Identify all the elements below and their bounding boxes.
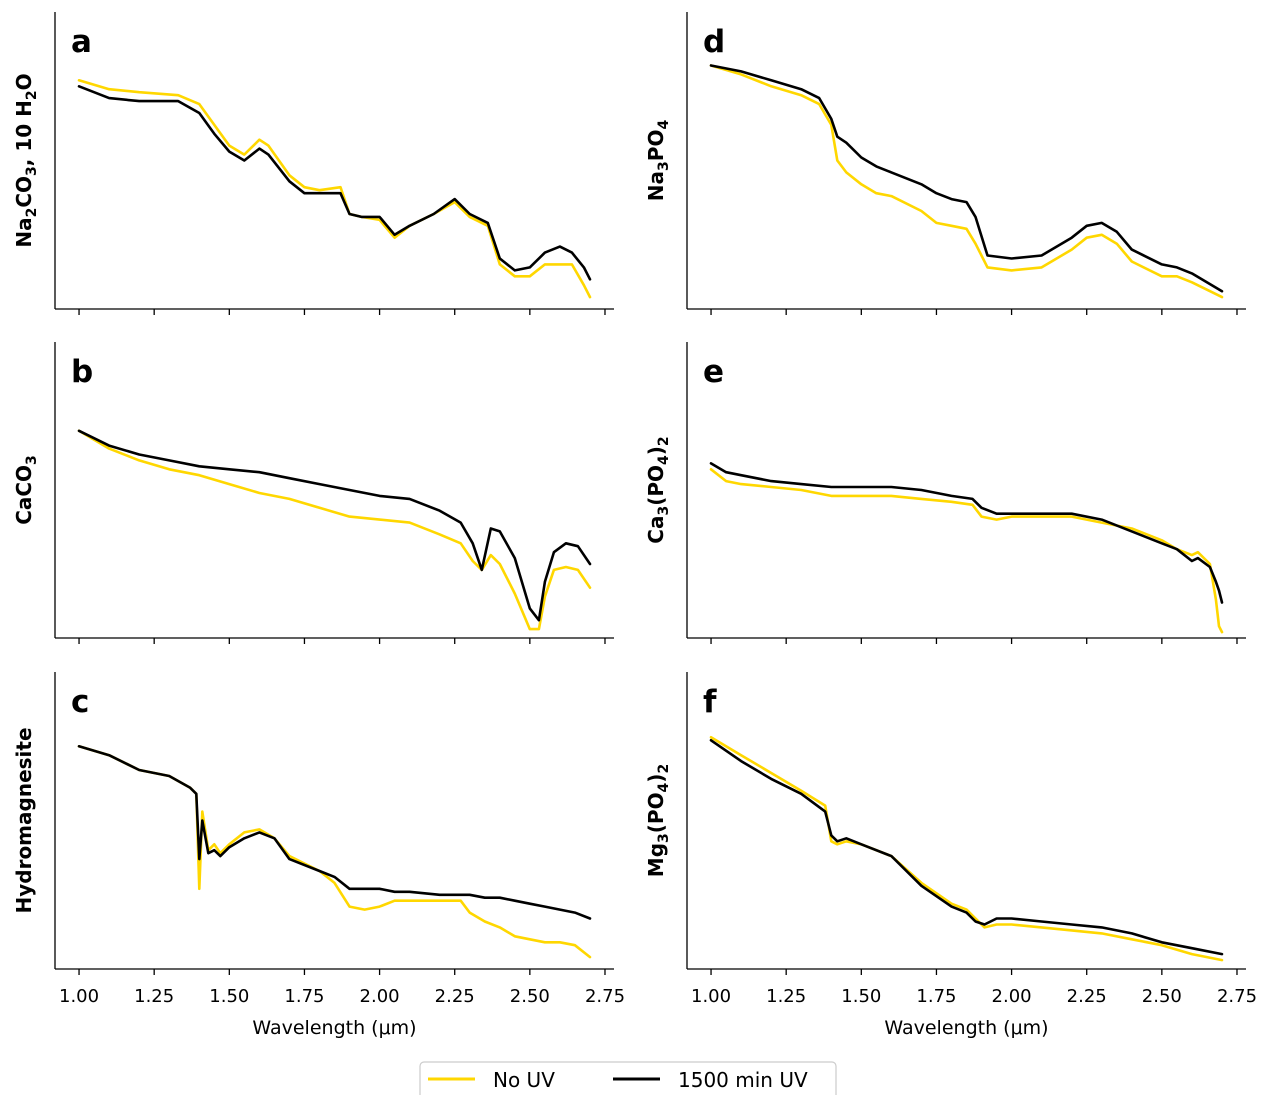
panel-letter-e: e: [703, 354, 724, 390]
series-line-no-uv-a: [77, 79, 592, 299]
x-tick-label-c: 1.25: [134, 986, 174, 1007]
series-line-no-uv-c: [77, 745, 592, 959]
y-axis-label-d: Na3PO4: [644, 120, 672, 202]
panel-b: b CaCO3: [12, 342, 614, 644]
legend-label-uv: 1500 min UV: [678, 1068, 808, 1092]
legend: No UV 1500 min UV: [419, 1061, 837, 1095]
x-tick-label-c: 2.50: [510, 986, 550, 1007]
series-line-uv-d: [709, 64, 1224, 293]
y-axis-label-b: CaCO3: [12, 455, 40, 525]
x-tick-label-f: 2.50: [1142, 986, 1182, 1007]
panels: a Na2CO3, 10 H2O b CaCO3 1.00 1.25 1.50 1.75 2.0…: [12, 12, 1257, 1039]
x-tick-label-c: 2.00: [360, 986, 400, 1007]
x-tick-label-f: 2.75: [1217, 986, 1257, 1007]
x-tick-label-f: 1.75: [916, 986, 956, 1007]
series-line-uv-a: [77, 85, 592, 281]
series-line-uv-e: [709, 462, 1224, 604]
x-tick-label-f: 1.00: [691, 986, 731, 1007]
x-tick-label-c: 1.50: [209, 986, 249, 1007]
panel-a: a Na2CO3, 10 H2O: [12, 12, 614, 315]
series-line-no-uv-e: [709, 468, 1224, 634]
panel-letter-c: c: [71, 684, 89, 720]
x-tick-label-c: 2.75: [585, 986, 625, 1007]
x-tick-label-f: 1.50: [841, 986, 881, 1007]
panel-letter-f: f: [703, 684, 717, 720]
series-line-uv-f: [709, 739, 1224, 956]
panel-letter-d: d: [703, 24, 725, 60]
series-line-no-uv-d: [709, 64, 1224, 299]
x-tick-label-f: 1.25: [766, 986, 806, 1007]
panel-letter-b: b: [71, 354, 93, 390]
y-axis-label-a: Na2CO3, 10 H2O: [12, 73, 40, 247]
panel-e: e Ca3(PO4)2: [644, 342, 1246, 644]
y-axis-label-e: Ca3(PO4)2: [644, 436, 672, 543]
legend-label-no-uv: No UV: [493, 1068, 555, 1092]
y-axis-label-c: Hydromagnesite: [12, 727, 36, 913]
series-line-no-uv-b: [77, 429, 592, 631]
x-tick-label-c: 1.75: [284, 986, 324, 1007]
x-tick-label-f: 2.00: [992, 986, 1032, 1007]
x-tick-label-f: 2.25: [1067, 986, 1107, 1007]
series-line-no-uv-f: [709, 736, 1224, 962]
x-tick-label-c: 2.25: [435, 986, 475, 1007]
panel-d: d Na3PO4: [644, 12, 1246, 315]
series-line-uv-b: [77, 429, 592, 622]
panel-letter-a: a: [71, 24, 92, 60]
x-tick-label-c: 1.00: [59, 986, 99, 1007]
panel-c: 1.00 1.25 1.50 1.75 2.00 2.25 2.50 2.75 Waveleng…: [12, 672, 625, 1039]
x-axis-label-f: Wavelength (μm): [884, 1017, 1048, 1039]
series-line-uv-c: [77, 745, 592, 920]
x-axis-label-c: Wavelength (μm): [252, 1017, 416, 1039]
panel-f: 1.00 1.25 1.50 1.75 2.00 2.25 2.50 2.75 Waveleng…: [644, 672, 1257, 1039]
y-axis-label-f: Mg3(PO4)2: [644, 764, 672, 877]
